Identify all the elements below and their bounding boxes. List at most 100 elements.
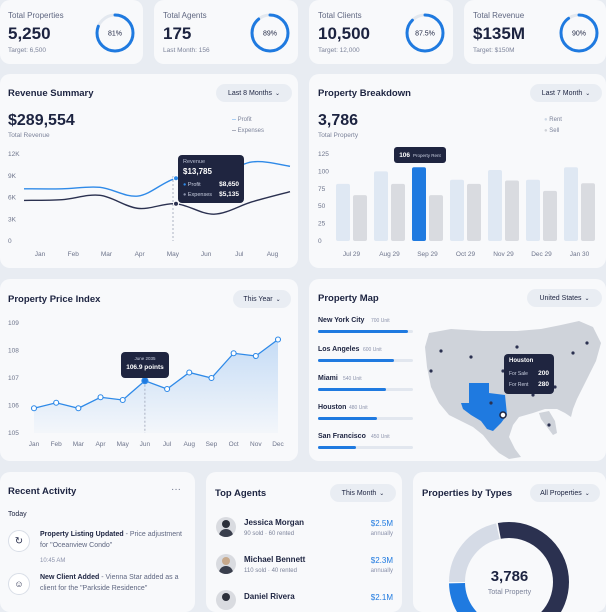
legend-dash-icon: -- bbox=[232, 117, 238, 123]
map-florida bbox=[539, 411, 557, 435]
city-item[interactable]: Miami 540 Unit bbox=[318, 375, 413, 397]
city-units: 700 Unit bbox=[371, 318, 390, 324]
y-tick-label: 12K bbox=[8, 151, 20, 158]
x-tick-label: Jul bbox=[235, 251, 244, 258]
bar-rent bbox=[336, 183, 350, 241]
y-tick-label: 125 bbox=[318, 151, 329, 158]
city-item[interactable]: Houston 480 Unit bbox=[318, 404, 413, 426]
bar-rent bbox=[488, 170, 502, 241]
stat-card-properties: Total Properties 5,250 Target: 6,500 81% bbox=[0, 0, 143, 64]
stat-sub: Target: 12,000 bbox=[318, 47, 360, 54]
city-units: 540 Unit bbox=[343, 376, 362, 382]
bar-sell bbox=[543, 190, 557, 241]
add-user-icon: ☺ bbox=[8, 573, 30, 595]
legend-sell: ● Sell bbox=[544, 128, 560, 134]
data-point bbox=[252, 352, 259, 360]
data-point bbox=[75, 405, 82, 412]
stat-label: Total Properties bbox=[8, 11, 64, 20]
x-tick-label: Mar bbox=[73, 441, 85, 448]
filter-label: This Month bbox=[341, 489, 377, 497]
city-item[interactable]: New York City 700 Unit bbox=[318, 317, 413, 339]
data-point bbox=[141, 377, 149, 385]
stat-card-clients: Total Clients 10,500 Target: 12,000 87.5… bbox=[309, 0, 453, 64]
breakdown-chart: 0 25 50 75 100 125 Jul 29 Aug 29 Sep 29 Oct 29 Nov… bbox=[318, 151, 595, 258]
more-options-icon[interactable]: ··· bbox=[171, 484, 181, 495]
recent-activity-card: Recent Activity ··· Today ↻ Property Lis… bbox=[0, 472, 195, 612]
city-units: 480 Unit bbox=[349, 405, 368, 411]
total-property-label: Total Property bbox=[318, 132, 359, 139]
activity-text: New Client Added - Vienna Star added as … bbox=[40, 572, 190, 594]
y-tick-label: 108 bbox=[8, 348, 19, 355]
x-tick-label: Feb bbox=[68, 251, 80, 258]
agent-amount: $2.5M bbox=[370, 519, 393, 528]
x-tick-label: Dec 29 bbox=[531, 251, 552, 258]
bar-rent bbox=[374, 171, 388, 241]
tooltip-value: 106.9 points bbox=[126, 364, 164, 371]
y-tick-label: 106 bbox=[8, 403, 19, 410]
donut-total-label: Total Property bbox=[487, 589, 532, 596]
map-marker bbox=[547, 423, 551, 427]
period-filter-dropdown[interactable]: This Year ⌄ bbox=[233, 290, 291, 308]
agent-name: Jessica Morgan bbox=[244, 518, 305, 527]
agent-amount: $2.3M bbox=[370, 556, 393, 565]
stat-sub: Last Month: 156 bbox=[163, 47, 210, 54]
city-bar-track bbox=[318, 388, 413, 391]
bar-sell bbox=[391, 183, 405, 241]
chevron-down-icon: ⌄ bbox=[584, 490, 590, 497]
bar-rent bbox=[564, 167, 578, 241]
card-title: Revenue Summary bbox=[8, 88, 94, 99]
breakdown-tooltip: 106 Property Rent bbox=[394, 147, 446, 163]
city-bar-fill bbox=[318, 446, 356, 449]
bar-rent bbox=[450, 179, 464, 241]
y-tick-label: 9K bbox=[8, 173, 17, 180]
x-tick-label: Jan bbox=[35, 251, 46, 258]
region-filter-dropdown[interactable]: United States ⌄ bbox=[527, 289, 602, 307]
y-tick-label: 0 bbox=[318, 238, 322, 245]
city-item[interactable]: San Francisco 450 Unit bbox=[318, 433, 413, 455]
period-filter-dropdown[interactable]: Last 7 Month ⌄ bbox=[530, 84, 602, 102]
city-name: San Francisco bbox=[318, 433, 366, 440]
x-tick-label: Aug bbox=[267, 251, 279, 258]
x-tick-label: Feb bbox=[51, 441, 63, 448]
legend-profit: -- Profit bbox=[232, 117, 252, 123]
total-property-value: 3,786 bbox=[318, 112, 359, 129]
series-area bbox=[34, 339, 278, 433]
x-tick-label: May bbox=[167, 251, 180, 258]
period-filter-dropdown[interactable]: This Month ⌄ bbox=[330, 484, 396, 502]
x-tick-label: Apr bbox=[135, 251, 146, 258]
y-tick-label: 3K bbox=[8, 216, 17, 223]
agent-detail: 110 sold · 40 rented bbox=[244, 568, 297, 574]
card-title: Top Agents bbox=[215, 488, 267, 499]
card-title: Recent Activity bbox=[8, 486, 77, 497]
period-filter-dropdown[interactable]: Last 8 Months ⌄ bbox=[216, 84, 292, 102]
filter-label: This Year bbox=[243, 295, 273, 303]
stat-value: 175 bbox=[163, 24, 192, 43]
type-filter-dropdown[interactable]: All Properties ⌄ bbox=[530, 484, 600, 502]
x-tick-label: Jun bbox=[201, 251, 212, 258]
series-line-profit bbox=[23, 160, 291, 197]
city-item[interactable]: Los Angeles 600 Unit bbox=[318, 346, 413, 368]
x-tick-label: Aug bbox=[183, 441, 195, 448]
properties-by-types-card: Properties by Types All Properties ⌄ 3,78… bbox=[413, 472, 606, 612]
revenue-summary-card: Revenue Summary Last 8 Months ⌄ $289,554 … bbox=[0, 74, 298, 268]
progress-value: 89% bbox=[263, 31, 277, 38]
x-tick-label: Jan bbox=[29, 441, 40, 448]
map-marker bbox=[439, 349, 443, 353]
day-label: Today bbox=[8, 511, 27, 518]
city-bar-fill bbox=[318, 388, 387, 391]
data-point bbox=[119, 396, 126, 404]
tooltip-rent-label: For Rent bbox=[509, 382, 529, 388]
activity-detail: - Vienna Star added as a client for the … bbox=[40, 574, 179, 592]
data-point bbox=[208, 374, 215, 382]
legend-dash-icon: -- bbox=[232, 128, 238, 134]
progress-ring: 89% bbox=[250, 13, 290, 53]
x-tick-label: Aug 29 bbox=[379, 251, 400, 258]
legend-rent: ● Rent bbox=[544, 117, 562, 123]
city-units: 600 Unit bbox=[363, 347, 382, 353]
tooltip-rent-value: 280 bbox=[538, 381, 549, 388]
progress-ring: 81% bbox=[95, 13, 135, 53]
card-title: Properties by Types bbox=[422, 488, 513, 499]
agent-amount: $2.1M bbox=[370, 593, 393, 602]
filter-label: All Properties bbox=[540, 489, 582, 497]
y-tick-label: 25 bbox=[318, 221, 326, 228]
